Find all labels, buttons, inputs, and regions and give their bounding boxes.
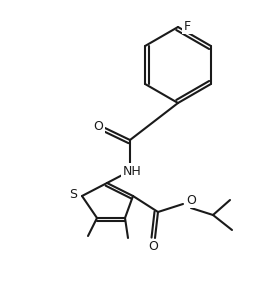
Text: O: O xyxy=(93,120,103,133)
Text: NH: NH xyxy=(122,164,141,178)
Text: O: O xyxy=(185,193,195,206)
Text: F: F xyxy=(183,20,190,32)
Text: O: O xyxy=(148,241,157,254)
Text: S: S xyxy=(69,189,77,202)
